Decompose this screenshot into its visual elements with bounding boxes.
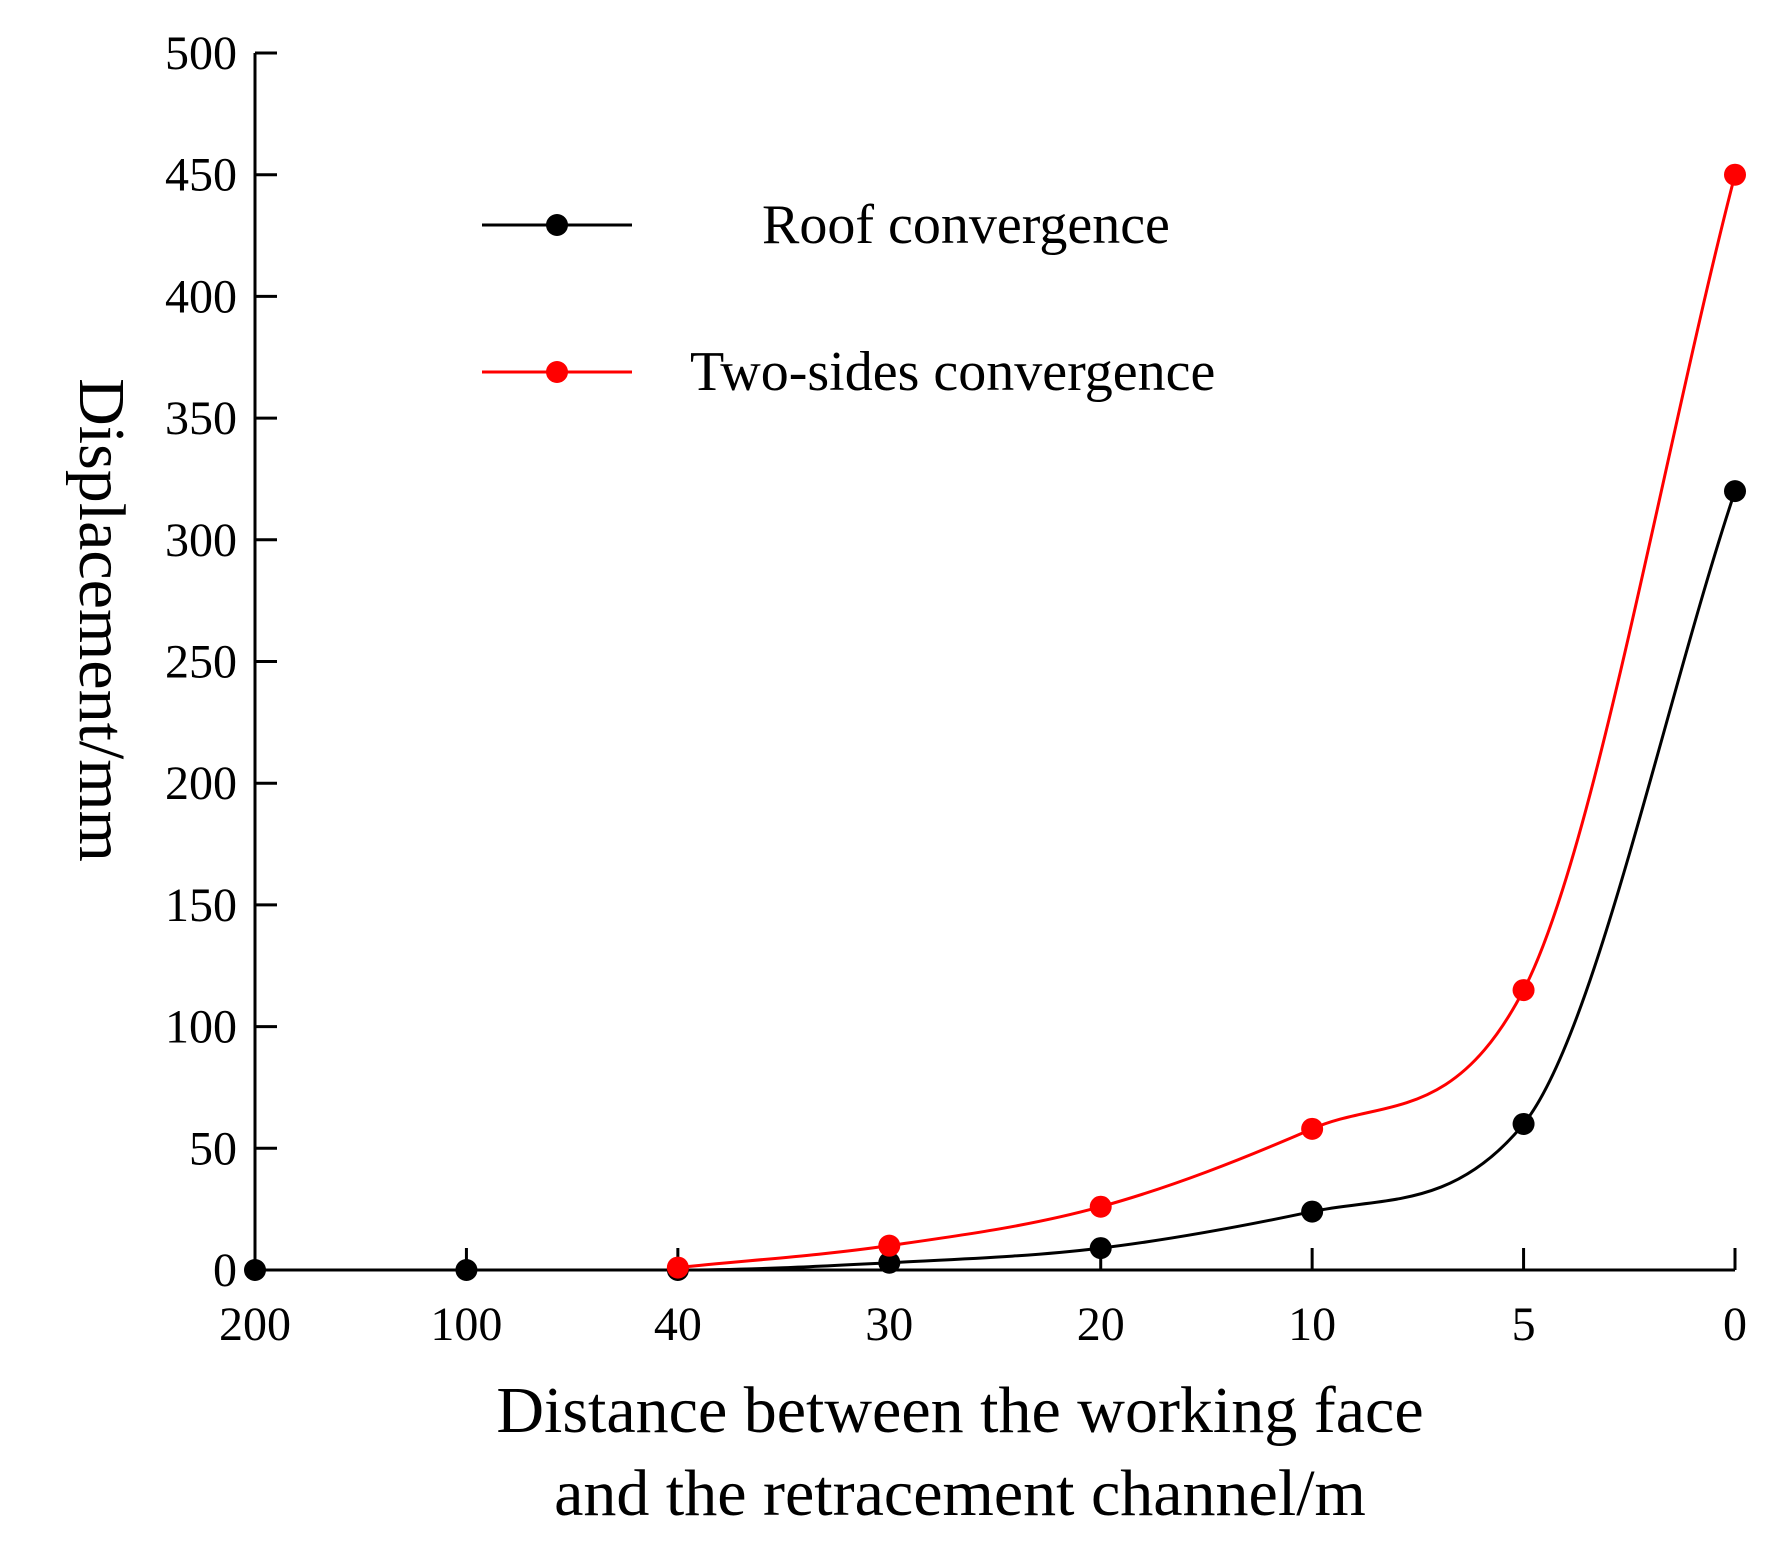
series-1 — [244, 480, 1746, 1281]
data-point — [878, 1251, 901, 1274]
x-axis-title-line-1: Distance between the working face — [496, 1374, 1423, 1447]
legend: Roof convergence Two-sides convergence — [482, 194, 1215, 403]
legend-item: Two-sides convergence — [482, 341, 1215, 403]
x-tick-label: 10 — [1288, 1298, 1336, 1351]
legend-marker — [546, 214, 568, 236]
data-point — [666, 1256, 689, 1279]
x-tick-label: 40 — [654, 1298, 702, 1351]
y-tick-label: 200 — [165, 757, 237, 810]
y-tick-label: 450 — [165, 149, 237, 202]
x-tick-label: 20 — [1077, 1298, 1125, 1351]
data-point — [1301, 1117, 1324, 1140]
y-tick-label: 150 — [165, 879, 237, 932]
legend-label: Two-sides convergence — [690, 341, 1215, 403]
y-tick-label: 100 — [165, 1001, 237, 1054]
data-point — [1512, 979, 1535, 1002]
y-tick-label: 500 — [165, 27, 237, 80]
data-point — [244, 1259, 266, 1281]
legend-marker — [546, 361, 568, 383]
data-point — [878, 1234, 901, 1257]
y-tick-label: 350 — [165, 392, 237, 445]
y-tick-label: 50 — [189, 1122, 237, 1175]
y-tick-label: 400 — [165, 270, 237, 323]
x-tick-label: 100 — [430, 1298, 502, 1351]
x-tick-label: 0 — [1723, 1298, 1747, 1351]
series-2 — [666, 163, 1746, 1279]
x-axis-title-line-2: and the retracement channel/m — [554, 1457, 1366, 1530]
series-layer — [244, 163, 1746, 1281]
x-tick-label: 200 — [219, 1298, 291, 1351]
legend-label: Roof convergence — [762, 194, 1170, 256]
data-point — [1301, 1200, 1324, 1223]
y-tick-label: 0 — [213, 1244, 237, 1297]
series-line — [255, 490, 1737, 1272]
data-point — [1089, 1237, 1112, 1260]
data-point — [1724, 163, 1746, 186]
y-tick-label: 250 — [165, 636, 237, 689]
y-axis-title: Displacement/mm — [65, 378, 138, 862]
x-ticks: 200 100 40 30 20 10 5 0 — [219, 1248, 1747, 1351]
data-point — [1724, 480, 1746, 503]
y-tick-label: 300 — [165, 514, 237, 567]
data-point — [1089, 1195, 1112, 1218]
legend-item: Roof convergence — [482, 194, 1170, 256]
x-tick-label: 30 — [865, 1298, 913, 1351]
data-point — [1512, 1112, 1535, 1135]
data-point — [455, 1259, 478, 1281]
x-tick-label: 5 — [1512, 1298, 1536, 1351]
y-ticks: 0 50 100 150 200 250 300 350 400 450 500 — [165, 27, 277, 1297]
series-line — [677, 174, 1737, 1270]
